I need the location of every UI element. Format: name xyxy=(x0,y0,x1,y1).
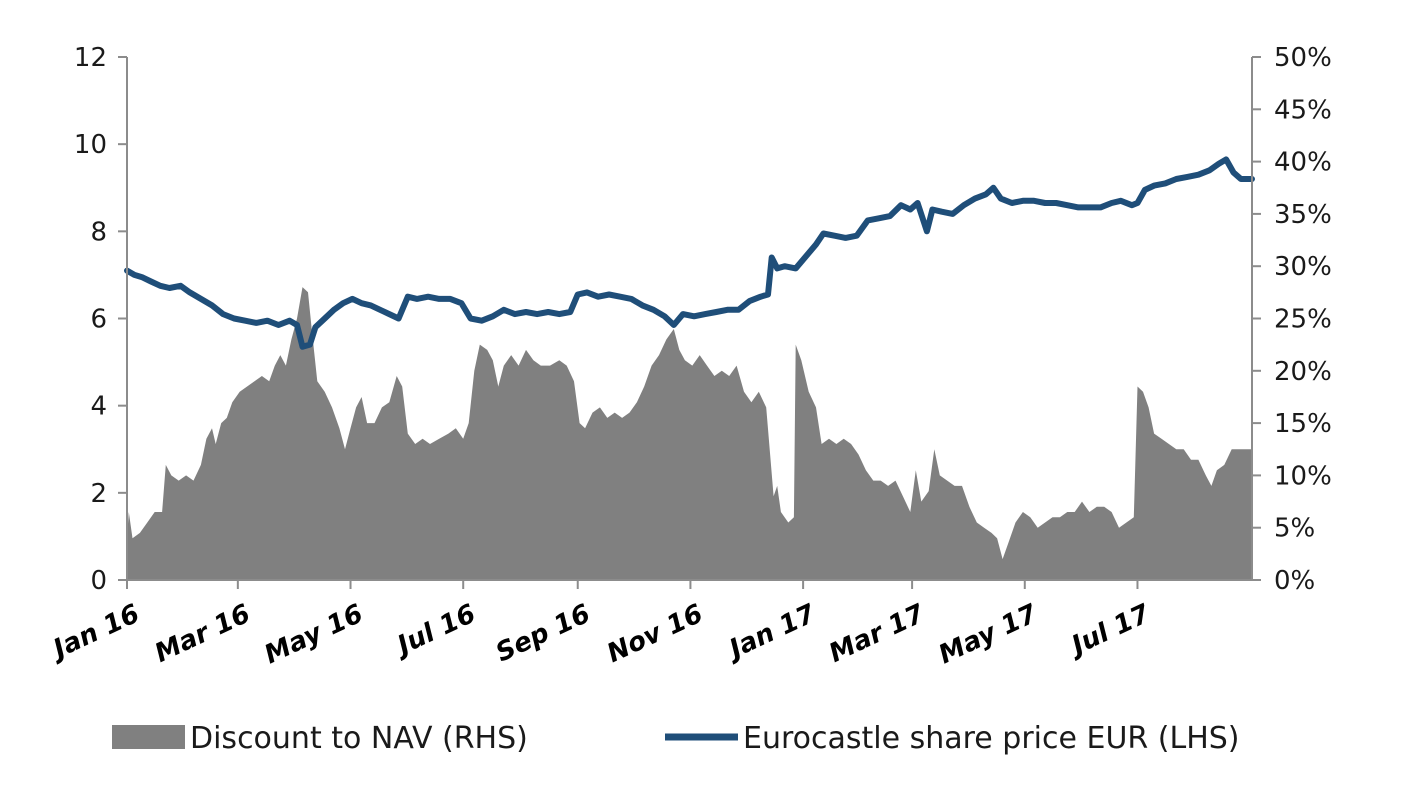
legend-label-share-price: Eurocastle share price EUR (LHS) xyxy=(743,721,1240,756)
x-tick-label: Jul 16 xyxy=(389,599,481,663)
y-left-tick-label: 12 xyxy=(74,43,107,73)
x-tick-label: Mar 17 xyxy=(825,598,930,668)
y-left-tick-label: 0 xyxy=(90,566,107,596)
y-right-tick-label: 35% xyxy=(1274,200,1332,230)
x-tick-label: Jan 16 xyxy=(45,599,145,667)
x-tick-label: Jan 17 xyxy=(721,598,821,666)
y-right-tick-label: 10% xyxy=(1274,461,1332,491)
line-layer xyxy=(124,156,1255,350)
x-tick-label: Sep 16 xyxy=(491,599,595,669)
area-layer xyxy=(127,287,1252,580)
y-right-tick-label: 40% xyxy=(1274,148,1332,178)
y-left-tick-label: 10 xyxy=(74,130,107,160)
y-right-tick-label: 5% xyxy=(1274,514,1315,544)
y-left-tick-label: 6 xyxy=(90,305,107,335)
x-tick-label: Nov 16 xyxy=(603,599,708,669)
discount-area xyxy=(127,287,1252,580)
x-tick-label: May 17 xyxy=(934,598,1042,670)
legend-swatch-discount xyxy=(112,725,185,749)
y-left-tick-label: 2 xyxy=(90,479,107,509)
y-left-tick-label: 8 xyxy=(90,217,107,247)
y-right-tick-label: 50% xyxy=(1274,43,1332,73)
x-tick-label: Mar 16 xyxy=(150,599,255,669)
share-price-line xyxy=(124,156,1255,350)
legend-label-discount: Discount to NAV (RHS) xyxy=(190,721,528,756)
legend: Discount to NAV (RHS) Eurocastle share p… xyxy=(112,721,1240,756)
y-right-tick-label: 15% xyxy=(1274,409,1332,439)
x-tick-label: Jul 17 xyxy=(1063,598,1156,662)
y-right-tick-label: 45% xyxy=(1274,95,1332,125)
y-right-tick-label: 30% xyxy=(1274,252,1332,282)
x-tick-label: May 16 xyxy=(260,599,368,670)
y-left-tick-label: 4 xyxy=(90,392,107,422)
y-right-tick-label: 20% xyxy=(1274,357,1332,387)
y-right-tick-label: 0% xyxy=(1274,566,1315,596)
y-right-tick-label: 25% xyxy=(1274,305,1332,335)
